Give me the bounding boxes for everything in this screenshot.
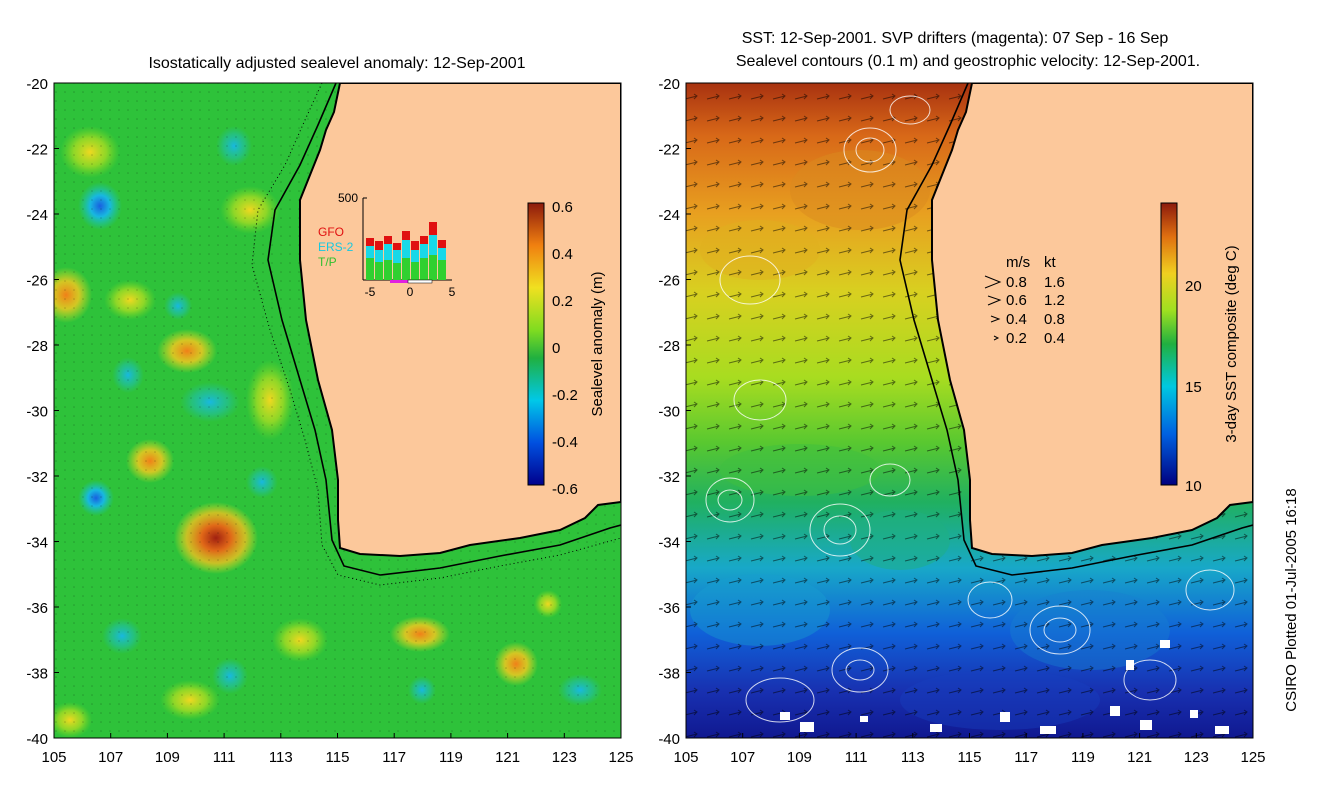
right-ytick-label: -40	[658, 731, 680, 748]
left-ytick-label: -30	[26, 404, 48, 421]
left-xtick-label: 123	[552, 749, 577, 766]
inset-legend-gfo: GFO	[318, 225, 344, 239]
inset-legend-ers2: ERS-2	[318, 240, 354, 254]
sla-cbar-tick-4: -0.2	[552, 387, 578, 404]
left-ytick-label: -40	[26, 731, 48, 748]
left-xtick-label: 113	[269, 749, 293, 766]
sst-cbar-tick-1: 15	[1185, 379, 1202, 396]
plot-credit: CSIRO Plotted 01-Jul-2005 16:18	[1283, 488, 1300, 711]
left-xtick-label: 107	[98, 749, 123, 766]
left-xtick-label: 111	[213, 749, 236, 766]
sla-cbar-label: Sealevel anomaly (m)	[589, 271, 606, 416]
right-xtick-label: 125	[1240, 749, 1265, 766]
inset-legend-tp: T/P	[318, 255, 337, 269]
left-xtick-label: 109	[155, 749, 180, 766]
right-ytick-label: -38	[658, 666, 680, 683]
velocity-legend: m/s kt 0.8 1.6 0.6 1.2 0.4 0.8 0.2 0.4	[984, 254, 1065, 347]
altimeter-inset: 500 -5 0 5 GFO ERS-2 T/P	[318, 191, 456, 299]
right-ytick-label: -28	[658, 338, 680, 355]
sst-land-australia	[931, 83, 1253, 558]
vel-row-0-kt: 1.6	[1044, 274, 1065, 291]
sst-cbar-label: 3-day SST composite (deg C)	[1223, 245, 1240, 442]
left-ytick-label: -36	[26, 600, 48, 617]
sst-colorbar: 20 15 10 3-day SST composite (deg C)	[1160, 202, 1240, 495]
right-xtick-label: 107	[730, 749, 755, 766]
right-ytick-label: -24	[658, 207, 680, 224]
right-ytick-label: -20	[658, 76, 680, 93]
left-ytick-label: -28	[26, 338, 48, 355]
vel-row-0-ms: 0.8	[1006, 274, 1027, 291]
right-ytick-label: -22	[658, 142, 680, 159]
vel-row-3-ms: 0.2	[1006, 330, 1027, 347]
right-xtick-label: 123	[1184, 749, 1209, 766]
vel-arrow-02	[993, 335, 1000, 341]
sealevel-contours	[705, 95, 1235, 723]
left-ytick-label: -32	[26, 469, 48, 486]
sla-map	[54, 83, 621, 738]
left-xtick-label: 105	[41, 749, 66, 766]
left-xtick-label: 121	[495, 749, 520, 766]
left-ytick-label: -38	[26, 666, 48, 683]
right-ytick-label: -34	[658, 535, 680, 552]
sst-title-line2: Sealevel contours (0.1 m) and geostrophi…	[736, 53, 1200, 70]
sla-colorbar: 0.6 0.4 0.2 0 -0.2 -0.4 -0.6 Sealevel an…	[527, 199, 606, 498]
sst-map	[686, 83, 1253, 738]
right-xtick-label: 115	[958, 749, 982, 766]
vel-row-2-kt: 0.8	[1044, 311, 1065, 328]
vel-row-3-kt: 0.4	[1044, 330, 1065, 347]
right-xtick-label: 117	[1014, 749, 1038, 766]
sla-inner-shelf	[251, 83, 621, 586]
left-xtick-label: 119	[439, 749, 463, 766]
sla-cbar-tick-5: -0.4	[552, 434, 578, 451]
sla-title: Isostatically adjusted sealevel anomaly:…	[148, 55, 525, 72]
vel-arrow-08	[984, 275, 1002, 289]
right-xtick-label: 105	[673, 749, 698, 766]
vel-row-1-kt: 1.2	[1044, 292, 1065, 309]
sla-shelf-line	[267, 83, 621, 576]
vel-arrow-04	[990, 315, 1001, 323]
inset-xtick-2: 5	[449, 285, 456, 299]
right-ytick-label: -30	[658, 404, 680, 421]
left-ytick-label: -20	[26, 76, 48, 93]
vel-row-2-ms: 0.4	[1006, 311, 1027, 328]
sla-cbar-tick-0: 0.6	[552, 199, 573, 216]
right-xtick-label: 113	[901, 749, 925, 766]
inset-xtick-0: -5	[365, 285, 376, 299]
left-xtick-label: 125	[608, 749, 633, 766]
right-ytick-label: -32	[658, 469, 680, 486]
left-ytick-label: -26	[26, 273, 48, 290]
sst-shelf-line	[899, 83, 1253, 576]
inset-xtick-1: 0	[407, 285, 414, 299]
right-xtick-label: 111	[845, 749, 868, 766]
sla-cbar-tick-3: 0	[552, 340, 560, 357]
left-ytick-label: -24	[26, 207, 48, 224]
vel-arrow-06	[987, 295, 1002, 306]
left-ytick-label: -34	[26, 535, 48, 552]
vel-row-1-ms: 0.6	[1006, 292, 1027, 309]
inset-ymax: 500	[338, 191, 358, 205]
right-xtick-label: 109	[787, 749, 812, 766]
sst-cloud-mask	[780, 640, 1229, 734]
left-xtick-label: 117	[382, 749, 406, 766]
inset-bars	[366, 222, 446, 280]
sla-cbar-tick-2: 0.2	[552, 293, 573, 310]
right-xtick-label: 119	[1071, 749, 1095, 766]
left-ytick-label: -22	[26, 142, 48, 159]
right-ytick-label: -36	[658, 600, 680, 617]
sst-title-line1: SST: 12-Sep-2001. SVP drifters (magenta)…	[742, 30, 1169, 47]
left-xtick-label: 115	[326, 749, 350, 766]
sla-cbar-tick-1: 0.4	[552, 246, 573, 263]
right-xtick-label: 121	[1127, 749, 1152, 766]
vel-legend-header-ms: m/s	[1006, 254, 1030, 271]
vel-legend-header-kt: kt	[1044, 254, 1057, 271]
sla-cbar-tick-6: -0.6	[552, 481, 578, 498]
sst-cbar-tick-0: 20	[1185, 278, 1202, 295]
inset-drifter-window	[390, 280, 408, 283]
sst-cbar-tick-2: 10	[1185, 478, 1202, 495]
right-ytick-label: -26	[658, 273, 680, 290]
